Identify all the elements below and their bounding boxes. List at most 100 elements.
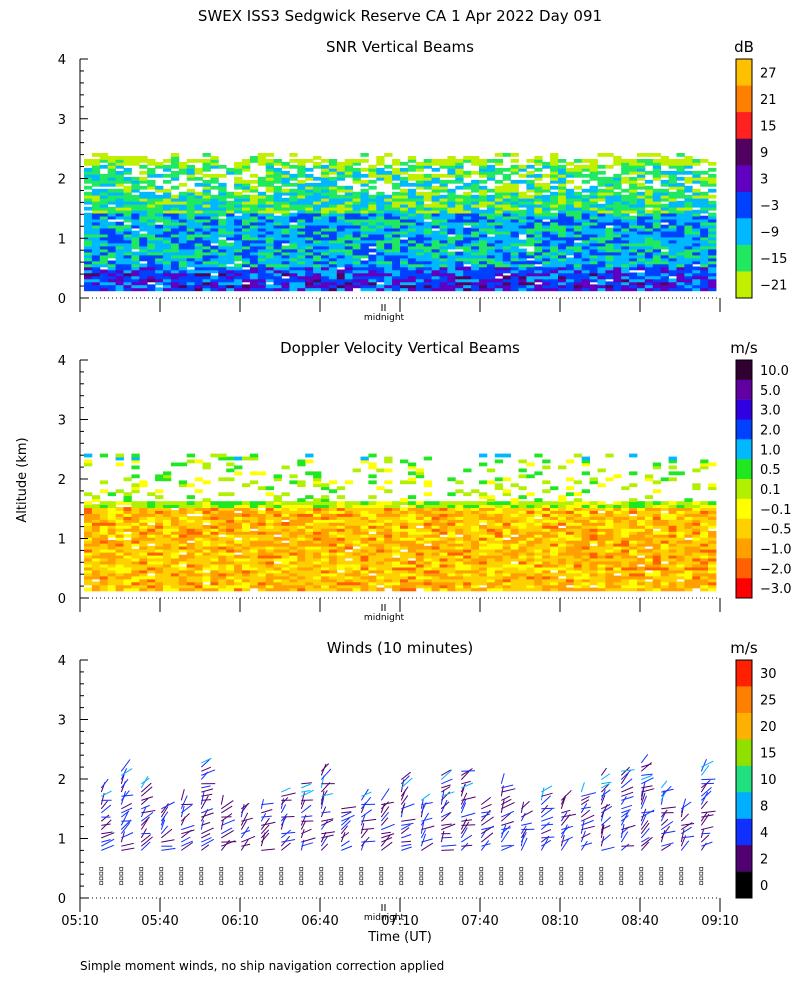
heatmap-cell (534, 209, 543, 214)
heatmap-cell (573, 209, 583, 214)
heatmap-cell (494, 575, 504, 580)
heatmap-cell (210, 230, 219, 235)
heatmap-cell (147, 539, 156, 544)
heatmap-cell (115, 513, 124, 517)
heatmap-cell (479, 170, 488, 175)
heatmap-cell (107, 548, 116, 553)
heatmap-cell (360, 233, 369, 238)
heatmap-cell (186, 516, 195, 520)
heatmap-cell (352, 227, 361, 232)
heatmap-cell (163, 245, 172, 250)
heatmap-cell (486, 209, 496, 214)
heatmap-cell (328, 272, 338, 277)
heatmap-cell (660, 173, 669, 178)
heatmap-cell (392, 233, 401, 238)
heatmap-cell (360, 209, 369, 214)
heatmap-cell (471, 182, 480, 187)
heatmap-cell (700, 206, 709, 211)
heatmap-cell (518, 287, 527, 292)
heatmap-cell (163, 563, 172, 568)
heatmap-cell (139, 266, 148, 271)
heatmap-cell (376, 242, 385, 247)
heatmap-cell (463, 170, 472, 175)
heatmap-cell (297, 191, 306, 196)
heatmap-cell (178, 284, 188, 289)
heatmap-cell (644, 275, 654, 280)
heatmap-cell (494, 269, 504, 274)
heatmap-cell (376, 581, 385, 586)
heatmap-cell (684, 278, 693, 283)
heatmap-cell (170, 569, 180, 574)
heatmap-cell (99, 179, 109, 184)
heatmap-cell (613, 176, 622, 181)
heatmap-cell (147, 269, 156, 274)
heatmap-cell (313, 188, 322, 193)
heatmap-cell (313, 191, 322, 196)
heatmap-cell (265, 254, 274, 259)
heatmap-cell (581, 245, 590, 250)
colorbar-label: 27 (760, 66, 777, 81)
heatmap-cell (629, 197, 638, 202)
heatmap-cell (518, 251, 527, 256)
heatmap-cell (186, 227, 195, 232)
heatmap-cell (257, 239, 267, 244)
heatmap-cell (431, 275, 440, 280)
heatmap-cell (526, 164, 535, 169)
heatmap-cell (676, 224, 685, 229)
heatmap-cell (471, 528, 480, 532)
heatmap-cell (139, 587, 148, 592)
heatmap-cell (352, 519, 361, 523)
heatmap-cell (463, 227, 472, 232)
heatmap-cell (257, 230, 267, 235)
heatmap-cell (210, 584, 219, 589)
heatmap-cell (629, 194, 638, 199)
heatmap-cell (99, 191, 109, 196)
heatmap-cell (178, 227, 188, 232)
heatmap-cell (486, 266, 496, 271)
heatmap-cell (708, 257, 717, 262)
heatmap-cell (313, 504, 322, 508)
heatmap-cell (368, 230, 377, 235)
heatmap-cell (186, 525, 195, 529)
heatmap-cell (502, 173, 511, 178)
heatmap-cell (463, 200, 472, 205)
heatmap-cell (281, 569, 290, 574)
heatmap-cell (186, 206, 195, 211)
heatmap-cell (708, 200, 717, 205)
heatmap-cell (431, 525, 440, 529)
heatmap-cell (139, 272, 148, 277)
heatmap-cell (107, 188, 116, 193)
heatmap-cell (170, 164, 180, 169)
heatmap-cell (502, 251, 511, 256)
heatmap-cell (526, 206, 535, 211)
heatmap-cell (360, 513, 369, 517)
heatmap-cell (652, 161, 662, 166)
heatmap-cell (692, 269, 701, 274)
heatmap-cell (155, 212, 164, 217)
heatmap-cell (273, 260, 282, 265)
heatmap-cell (115, 161, 124, 166)
heatmap-cell (447, 263, 456, 268)
heatmap-cell (644, 161, 654, 166)
heatmap-cell (392, 203, 401, 208)
heatmap-cell (139, 254, 148, 259)
heatmap-cell (629, 245, 638, 250)
heatmap-cell (249, 257, 259, 262)
heatmap-cell (439, 257, 448, 262)
heatmap-cell (321, 572, 330, 577)
heatmap-cell (321, 176, 330, 181)
heatmap-cell (328, 287, 338, 292)
heatmap-cell (273, 281, 282, 286)
heatmap-cell (479, 480, 488, 485)
heatmap-cell (558, 179, 567, 184)
heatmap-cell (392, 539, 401, 544)
heatmap-cell (234, 287, 243, 292)
heatmap-cell (455, 269, 464, 274)
heatmap-cell (660, 263, 669, 268)
heatmap-cell (660, 236, 669, 241)
heatmap-cell (297, 182, 306, 187)
heatmap-cell (676, 263, 685, 268)
heatmap-cell (226, 510, 235, 514)
heatmap-cell (155, 530, 164, 535)
heatmap-cell (328, 215, 338, 220)
